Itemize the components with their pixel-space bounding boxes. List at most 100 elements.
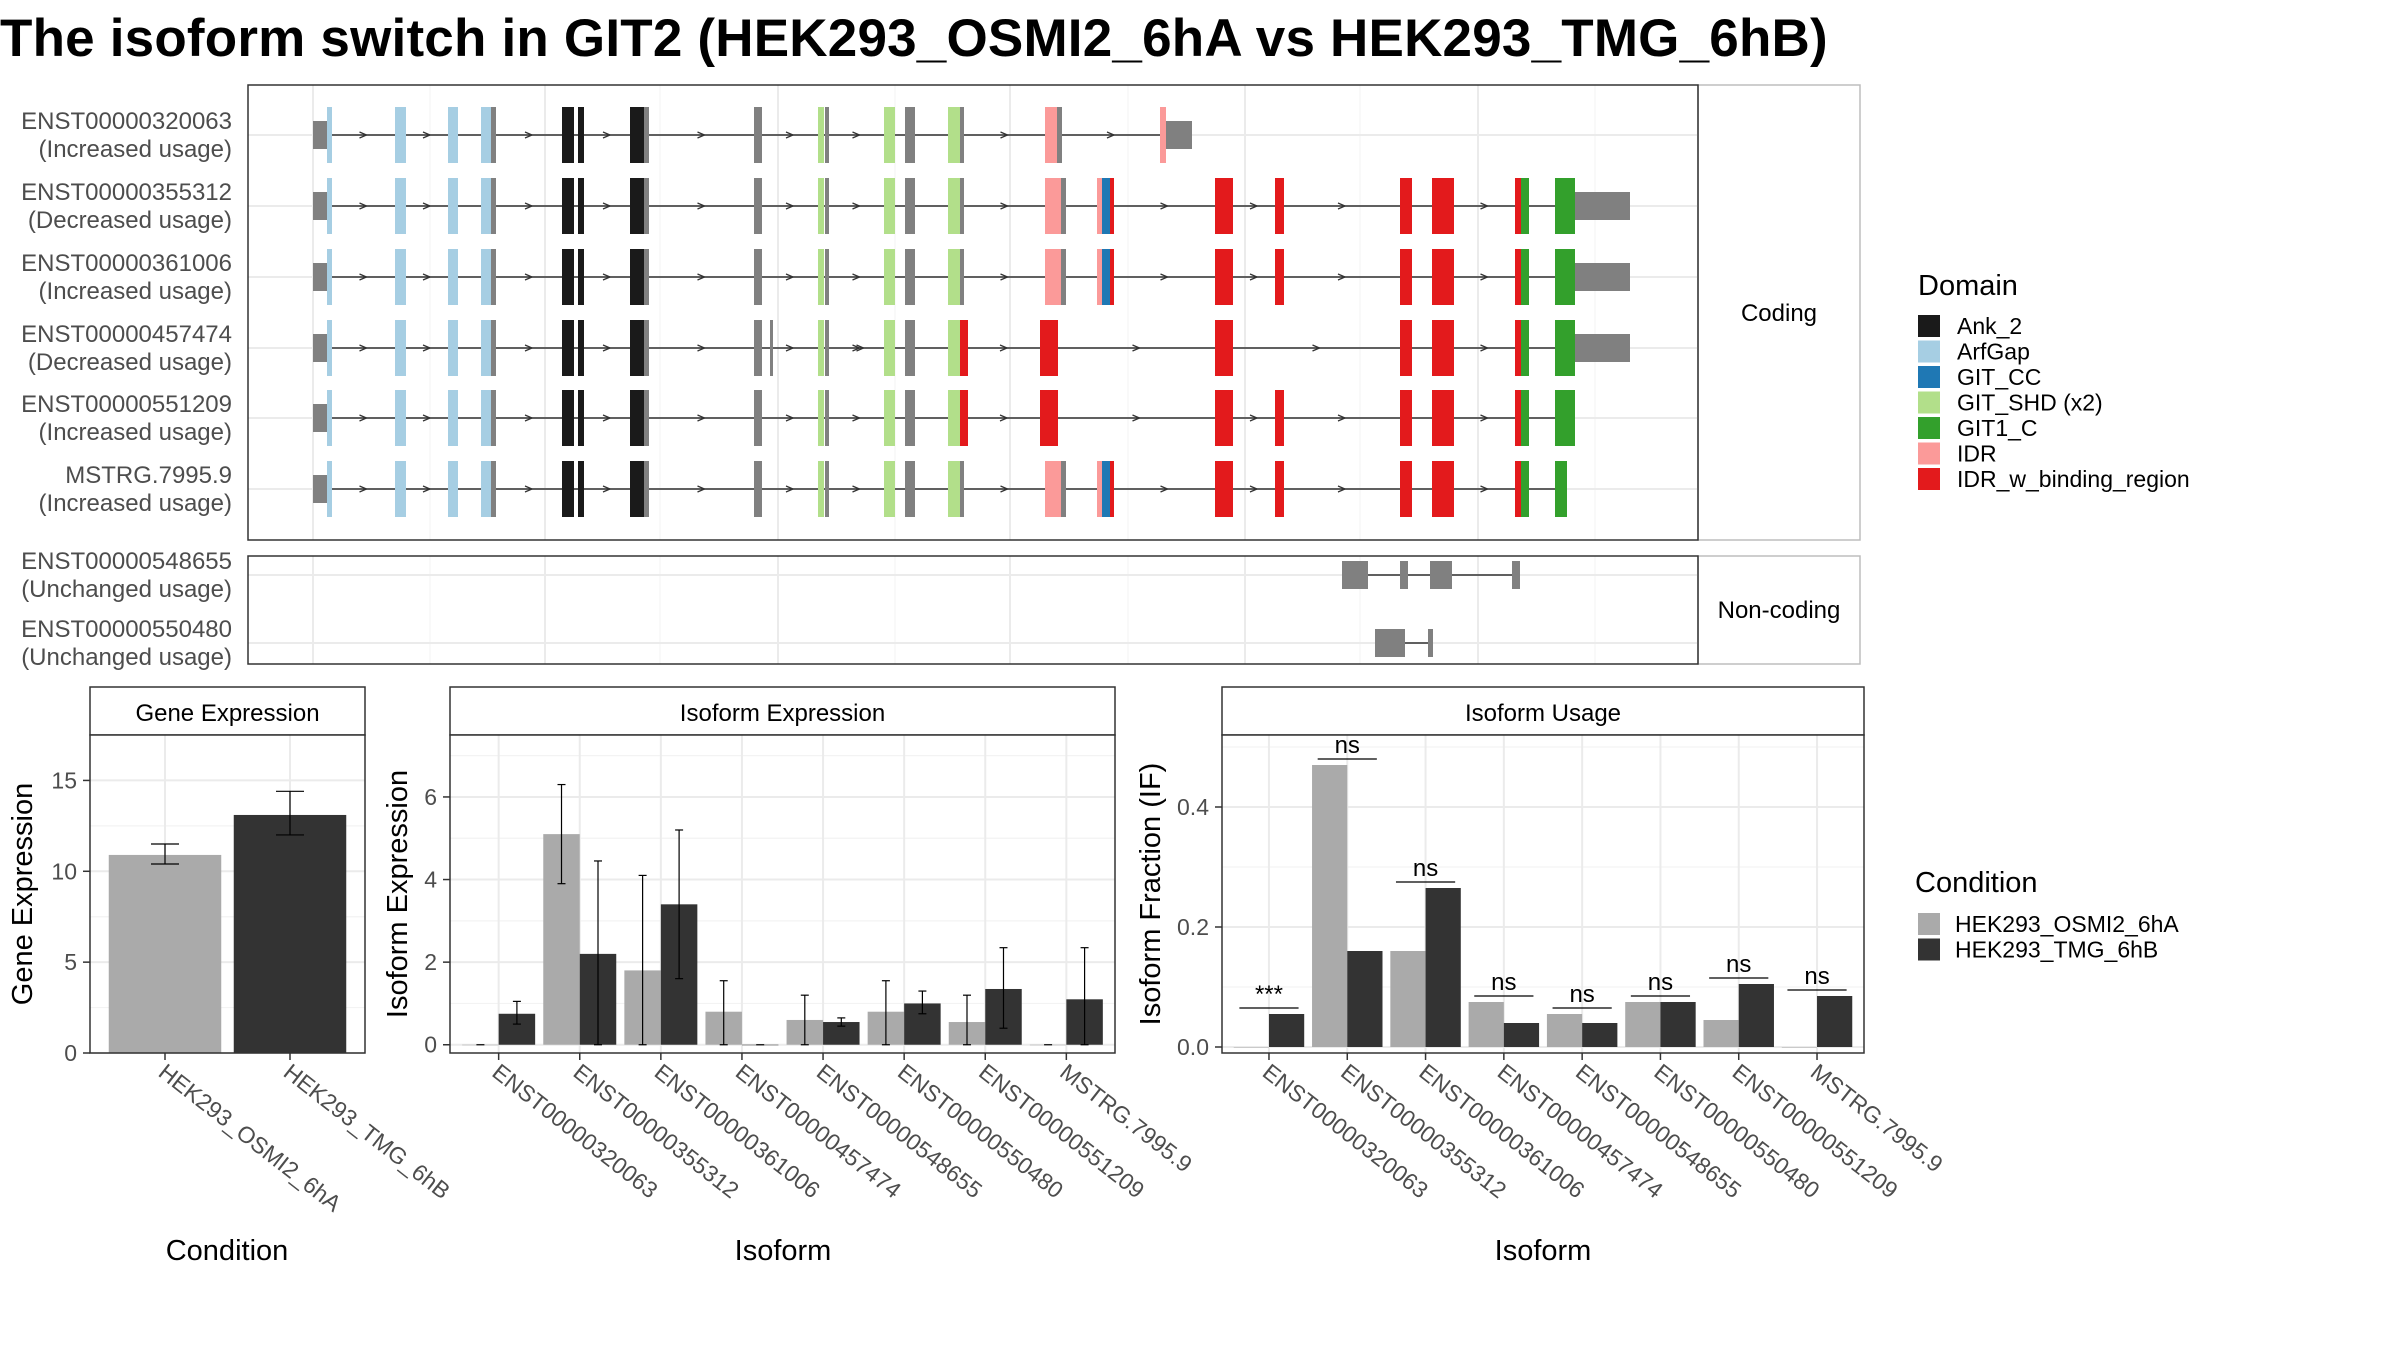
- exon-block: [1040, 320, 1058, 376]
- exon-block: [1275, 178, 1284, 234]
- legend-label: HEK293_TMG_6hB: [1955, 937, 2158, 963]
- bar: [1625, 1002, 1661, 1047]
- intron-arrow: [359, 485, 369, 493]
- exon-block: [578, 390, 584, 446]
- intron-arrow: [1106, 131, 1116, 139]
- x-tick-label: MSTRG.7995.9: [1055, 1058, 1197, 1177]
- exon-block: [948, 390, 960, 446]
- intron-arrow: [1480, 344, 1490, 352]
- exon-block: [578, 249, 584, 305]
- chart-title: Isoform Usage: [1465, 700, 1621, 727]
- exon-block: [1045, 178, 1061, 234]
- bar: [1503, 1023, 1540, 1047]
- exon-block: [562, 178, 574, 234]
- exon-block: [481, 390, 491, 446]
- exon-block: [481, 320, 491, 376]
- x-axis-title: Isoform: [735, 1235, 832, 1267]
- intron-arrow: [1480, 273, 1490, 281]
- exon-block: [1521, 178, 1529, 234]
- y-tick-label: 2: [424, 949, 437, 975]
- isoform-label: MSTRG.7995.9: [65, 462, 232, 489]
- exon-block: [644, 249, 649, 305]
- exon-block: [562, 249, 574, 305]
- isoform-label: ENST00000551209: [21, 391, 232, 418]
- y-tick-label: 0: [424, 1032, 437, 1058]
- legend-swatch: [1918, 442, 1940, 465]
- intron-arrow: [1160, 273, 1170, 281]
- intron-arrow: [602, 344, 612, 352]
- y-tick-label: 0.0: [1177, 1034, 1209, 1060]
- exon-block: [1061, 178, 1066, 234]
- legend-label: IDR_w_binding_region: [1957, 466, 2190, 492]
- intron-arrow: [785, 273, 795, 281]
- usage-label: (Decreased usage): [28, 207, 232, 234]
- legend-label: HEK293_OSMI2_6hA: [1955, 911, 2179, 937]
- exon-block: [948, 320, 960, 376]
- exon-block: [884, 461, 895, 517]
- y-tick-label: 5: [64, 949, 77, 975]
- exon-block: [1432, 461, 1454, 517]
- intron-arrow: [785, 131, 795, 139]
- exon-block: [491, 249, 496, 305]
- y-tick-label: 15: [51, 767, 77, 793]
- exon-block: [754, 320, 762, 376]
- significance-label: ns: [1413, 855, 1438, 882]
- exon-block: [630, 107, 644, 163]
- bar: [1268, 1014, 1305, 1047]
- exon-block: [448, 320, 458, 376]
- exon-block: [327, 107, 332, 163]
- significance-label: ns: [1726, 951, 1751, 978]
- intron-arrow: [1249, 273, 1259, 281]
- exon-block: [630, 249, 644, 305]
- exon-block: [754, 249, 762, 305]
- exon-block: [491, 178, 496, 234]
- intron-arrow: [1337, 485, 1347, 493]
- bar: [1703, 1020, 1739, 1047]
- intron-arrow: [1132, 414, 1142, 422]
- intron-arrow: [852, 131, 862, 139]
- intron-arrow: [359, 202, 369, 210]
- intron-arrow: [1480, 485, 1490, 493]
- y-tick-label: 4: [424, 867, 437, 893]
- intron-arrow: [852, 344, 862, 352]
- exon-block: [562, 320, 574, 376]
- exon-block: [770, 320, 773, 376]
- legend-swatch: [1918, 315, 1940, 337]
- exon-block: [1102, 249, 1110, 305]
- coding-panel-bg: [248, 85, 1698, 540]
- plot-border: [449, 734, 1116, 1054]
- bar: [1660, 1002, 1696, 1047]
- exon-block: [1342, 561, 1368, 589]
- intron-arrow: [422, 273, 432, 281]
- exon-block: [1555, 461, 1567, 517]
- exon-block: [960, 107, 964, 163]
- exon-block: [818, 107, 824, 163]
- facet-label-coding: Coding: [1741, 300, 1817, 327]
- isoform-label: ENST00000457474: [21, 321, 232, 348]
- usage-label: (Increased usage): [39, 136, 232, 163]
- exon-block: [1375, 629, 1405, 657]
- plot-border: [1221, 734, 1865, 1054]
- exon-block: [905, 320, 915, 376]
- intron-arrow: [1337, 202, 1347, 210]
- exon-block: [1432, 178, 1454, 234]
- exon-block: [825, 390, 829, 446]
- exon-block: [825, 461, 829, 517]
- exon-block: [905, 249, 915, 305]
- exon-block: [630, 320, 644, 376]
- legend-label: ArfGap: [1957, 339, 2030, 365]
- exon-block: [1512, 561, 1520, 589]
- exon-block: [825, 320, 829, 376]
- bar: [1817, 996, 1853, 1047]
- chart-strip: [1221, 686, 1865, 736]
- exon-block: [1045, 107, 1057, 163]
- exon-block: [1215, 390, 1233, 446]
- intron-arrow: [697, 131, 707, 139]
- utr-block: [313, 121, 327, 149]
- intron-arrow: [697, 344, 707, 352]
- exon-block: [1400, 461, 1412, 517]
- exon-block: [1045, 461, 1061, 517]
- bar: [108, 854, 222, 1053]
